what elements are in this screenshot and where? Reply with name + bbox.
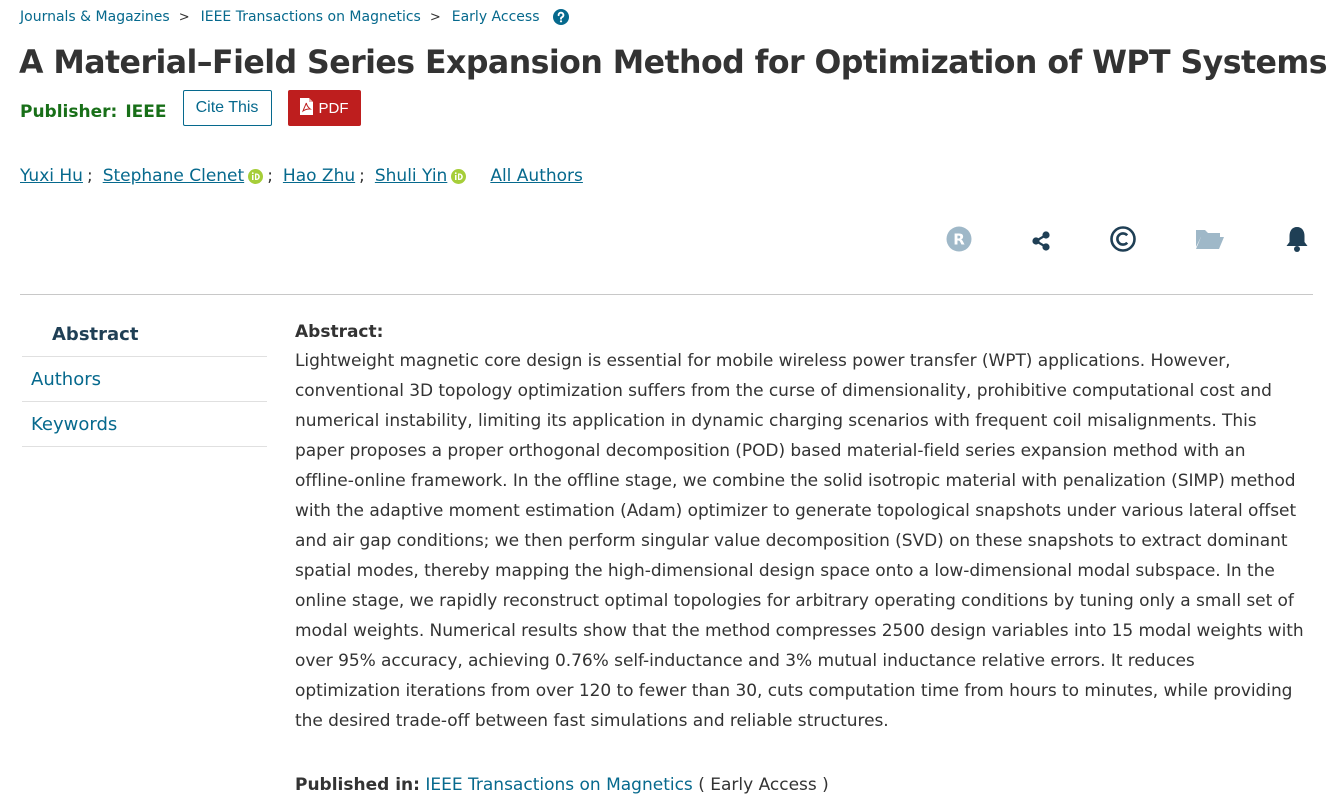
publisher-label: Publisher:: [20, 102, 118, 122]
pdf-file-icon: [299, 97, 313, 119]
author-link[interactable]: Stephane Clenet: [102, 166, 245, 186]
pdf-button-label: PDF: [318, 99, 349, 117]
all-authors-link[interactable]: All Authors: [490, 166, 583, 186]
breadcrumb-journal-name[interactable]: IEEE Transactions on Magnetics: [200, 9, 421, 25]
nav-item-authors[interactable]: Authors: [22, 357, 267, 402]
publisher: Publisher: IEEE: [20, 94, 167, 122]
publisher-row: Publisher: IEEE Cite This PDF: [20, 90, 361, 126]
question-circle-icon[interactable]: [553, 9, 570, 25]
share-icon[interactable]: [1030, 224, 1052, 254]
section-divider: [20, 294, 1313, 295]
breadcrumb-separator: >: [429, 9, 441, 25]
abstract-section: Abstract: Lightweight magnetic core desi…: [295, 320, 1305, 736]
author-separator: ;: [267, 166, 273, 186]
abstract-text: Lightweight magnetic core design is esse…: [295, 351, 1304, 731]
publication-status: ( Early Access ): [698, 775, 829, 795]
author-separator: ;: [359, 166, 365, 186]
page-title: A Material–Field Series Expansion Method…: [19, 45, 1328, 81]
breadcrumb-separator: >: [178, 9, 190, 25]
nav-item-abstract[interactable]: Abstract: [22, 312, 267, 357]
publisher-name: IEEE: [125, 102, 167, 122]
nav-item-keywords[interactable]: Keywords: [22, 402, 267, 447]
author-link[interactable]: Yuxi Hu: [20, 166, 83, 186]
svg-text:R: R: [953, 231, 965, 249]
author-link[interactable]: Hao Zhu: [282, 166, 356, 186]
orcid-icon[interactable]: [451, 168, 467, 184]
published-in: Published in: IEEE Transactions on Magne…: [295, 775, 829, 795]
breadcrumb: Journals & Magazines > IEEE Transactions…: [20, 7, 570, 27]
breadcrumb-journals[interactable]: Journals & Magazines: [20, 9, 170, 25]
author-separator: ;: [86, 166, 93, 186]
article-tools: R: [0, 224, 1330, 254]
pdf-button[interactable]: PDF: [287, 90, 361, 126]
journal-link[interactable]: IEEE Transactions on Magnetics: [425, 775, 693, 795]
author-list: Yuxi Hu ; Stephane Clenet ; Hao Zhu ; Sh…: [20, 164, 583, 188]
author-link[interactable]: Shuli Yin: [374, 166, 448, 186]
copyright-icon[interactable]: [1109, 224, 1137, 254]
published-in-label: Published in:: [295, 775, 420, 795]
rights-icon[interactable]: R: [946, 224, 972, 254]
folder-icon[interactable]: [1195, 224, 1225, 254]
breadcrumb-early-access[interactable]: Early Access: [451, 9, 540, 25]
section-nav: Abstract Authors Keywords: [22, 312, 267, 447]
bell-icon[interactable]: [1284, 224, 1310, 254]
cite-this-button[interactable]: Cite This: [182, 90, 272, 126]
orcid-icon[interactable]: [248, 168, 264, 184]
abstract-heading: Abstract:: [295, 322, 384, 342]
